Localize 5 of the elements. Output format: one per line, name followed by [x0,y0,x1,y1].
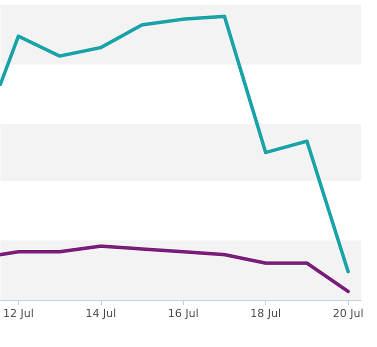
x-tick-label: 14 Jul [85,307,116,320]
x-tick-label: 18 Jul [250,307,282,320]
x-tick-label: 16 Jul [168,307,199,320]
x-tick-label: 12 Jul [3,307,34,320]
x-tick-label: 20 Jul [332,307,364,320]
